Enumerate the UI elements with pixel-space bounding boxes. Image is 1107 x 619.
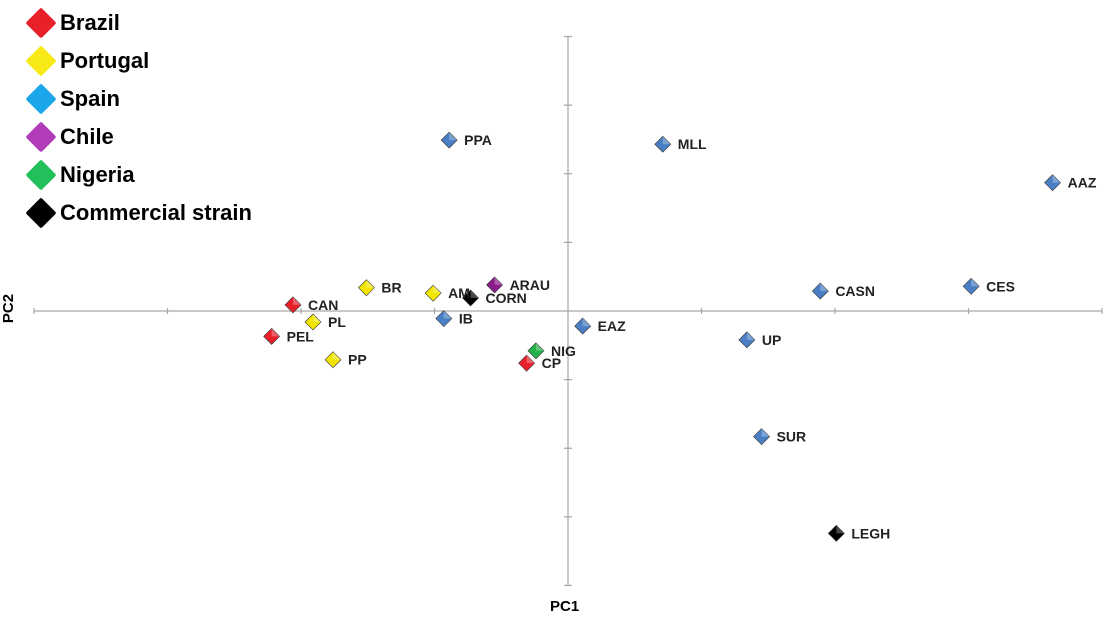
point-label-ces: CES [986,278,1015,294]
point-label-pl: PL [328,314,346,330]
x-axis-title: PC1 [550,598,580,615]
legend-label-brazil: Brazil [60,10,120,35]
point-label-sur: SUR [777,429,807,445]
legend-marker-spain [25,83,57,115]
y-axis-title: PC2 [0,293,18,324]
legend-label-nigeria: Nigeria [60,162,135,187]
point-ppa [440,131,458,149]
point-label-br: BR [381,280,401,296]
legend-item-portugal: Portugal [22,42,252,80]
point-cp [518,354,536,372]
point-up [738,331,756,349]
point-nig [527,342,545,360]
point-label-pel: PEL [287,328,315,344]
point-pp [324,351,342,369]
point-label-eaz: EAZ [598,318,626,334]
legend-item-brazil: Brazil [22,4,252,42]
point-label-pp: PP [348,352,367,368]
legend-label-chile: Chile [60,124,114,149]
point-label-corn: CORN [486,290,527,306]
legend-label-commercial-strain: Commercial strain [60,200,252,225]
point-label-ib: IB [459,311,473,327]
legend-marker-portugal [25,45,57,77]
point-label-can: CAN [308,297,338,313]
point-label-am: AM [448,285,470,301]
legend-label-spain: Spain [60,86,120,111]
point-label-legh: LEGH [851,525,890,541]
legend-item-spain: Spain [22,80,252,118]
point-ces [962,277,980,295]
point-legh [827,524,845,542]
point-label-aaz: AAZ [1068,175,1097,191]
point-label-up: UP [762,332,781,348]
legend-marker-chile [25,121,57,153]
legend-marker-brazil [25,7,57,39]
legend-marker-nigeria [25,159,57,191]
point-casn [811,282,829,300]
point-ib [435,310,453,327]
point-label-ppa: PPA [464,132,492,148]
legend-label-portugal: Portugal [60,48,150,73]
point-aaz [1044,174,1062,192]
point-label-cp: CP [542,355,561,371]
point-corn [462,289,479,307]
legend: Brazil Portugal Spain Chile Nigeria Comm… [22,4,252,232]
point-label-arau: ARAU [510,277,550,293]
point-mll [654,135,672,153]
point-pel [263,327,281,345]
axes [33,35,1103,587]
point-am [424,284,442,302]
point-labels: CAN PEL CP BR AM PL PP PPA MLL AAZ IB EAZ CASN CES UP S… [287,132,1097,541]
point-pl [304,313,322,331]
legend-item-chile: Chile [22,118,252,156]
point-sur [753,428,770,446]
point-br [357,279,375,297]
point-label-nig: NIG [551,343,576,359]
legend-item-commercial-strain: Commercial strain [22,194,252,232]
point-label-casn: CASN [835,283,875,299]
data-points [263,131,1062,542]
point-can [284,296,302,314]
legend-marker-commercial-strain [25,197,57,229]
legend-item-nigeria: Nigeria [22,156,252,194]
point-eaz [574,317,592,335]
point-label-mll: MLL [678,136,707,152]
point-arau [486,276,503,294]
